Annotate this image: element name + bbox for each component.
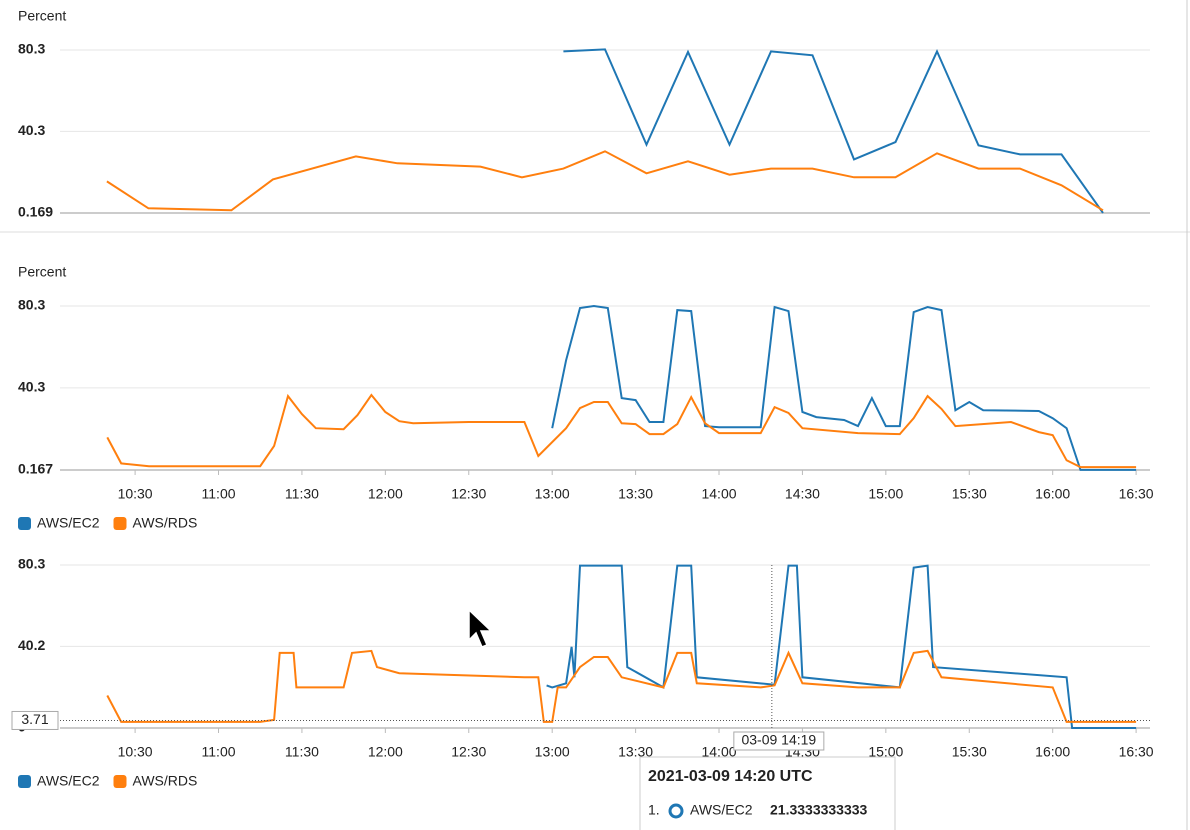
series-line [563, 48, 1104, 214]
series-line [106, 649, 1137, 723]
crosshair-y-box [11, 710, 59, 730]
x-tick-label: 13:00 [535, 744, 570, 760]
x-tick-label: 11:30 [285, 486, 319, 502]
y-tick-label: 0.169 [18, 204, 53, 220]
series-line [106, 150, 1104, 212]
x-tick-label: 11:00 [202, 744, 236, 760]
y-axis-label: Percent [18, 8, 66, 24]
x-tick-label: 10:30 [118, 486, 153, 502]
x-tick-label: 12:30 [451, 486, 486, 502]
legend-label: AWS/RDS [133, 515, 198, 531]
legend-label: AWS/EC2 [37, 515, 100, 531]
x-tick-label: 16:30 [1119, 744, 1154, 760]
x-tick-label: 16:00 [1035, 486, 1070, 502]
x-tick-label: 15:00 [868, 486, 903, 502]
tooltip-title: 2021-03-09 14:20 UTC [648, 768, 813, 785]
x-tick-label: 12:00 [368, 486, 403, 502]
y-tick-label: 80.3 [18, 41, 45, 57]
mouse-cursor [468, 608, 493, 648]
x-tick-label: 16:30 [1119, 486, 1154, 502]
x-tick-label: 13:00 [535, 486, 570, 502]
legend-swatch [18, 775, 31, 788]
x-tick-label: 10:30 [118, 744, 153, 760]
y-tick-label: 80.3 [18, 297, 45, 313]
crosshair-x-box [733, 731, 825, 751]
x-tick-label: 11:00 [202, 486, 236, 502]
x-tick-label: 16:00 [1035, 744, 1070, 760]
legend-swatch [18, 517, 31, 530]
x-tick-label: 12:00 [368, 744, 403, 760]
legend-label: AWS/EC2 [37, 773, 100, 789]
series-line [106, 393, 1137, 469]
legend-swatch [113, 775, 127, 788]
x-tick-label: 14:30 [785, 486, 820, 502]
tooltip-index: 1. [648, 802, 660, 818]
crosshair-y-label: 3.71 [21, 711, 48, 727]
x-tick-label: 13:30 [618, 744, 653, 760]
series-line [546, 564, 1137, 729]
x-tick-label: 15:30 [952, 744, 987, 760]
y-tick-label: 40.3 [18, 122, 45, 138]
y-axis-label: Percent [18, 264, 66, 280]
y-tick-label: 40.2 [18, 637, 45, 653]
tooltip-value: 21.3333333333 [770, 802, 868, 818]
crosshair-x-label: 03-09 14:19 [741, 732, 816, 748]
y-tick-label: 80.3 [18, 556, 45, 572]
tooltip-box [639, 756, 896, 830]
x-tick-label: 15:00 [868, 744, 903, 760]
x-tick-label: 12:30 [451, 744, 486, 760]
legend-label: AWS/RDS [133, 773, 198, 789]
tooltip-series: AWS/EC2 [690, 802, 753, 818]
x-tick-label: 13:30 [618, 486, 653, 502]
tooltip-marker [668, 803, 684, 819]
series-line [551, 304, 1137, 471]
y-tick-label: 40.3 [18, 379, 45, 395]
y-tick-label: 0.167 [18, 461, 53, 477]
x-tick-label: 11:30 [285, 744, 319, 760]
legend-swatch [113, 517, 127, 530]
x-tick-label: 14:00 [701, 744, 736, 760]
x-tick-label: 15:30 [952, 486, 987, 502]
x-tick-label: 14:00 [701, 486, 736, 502]
